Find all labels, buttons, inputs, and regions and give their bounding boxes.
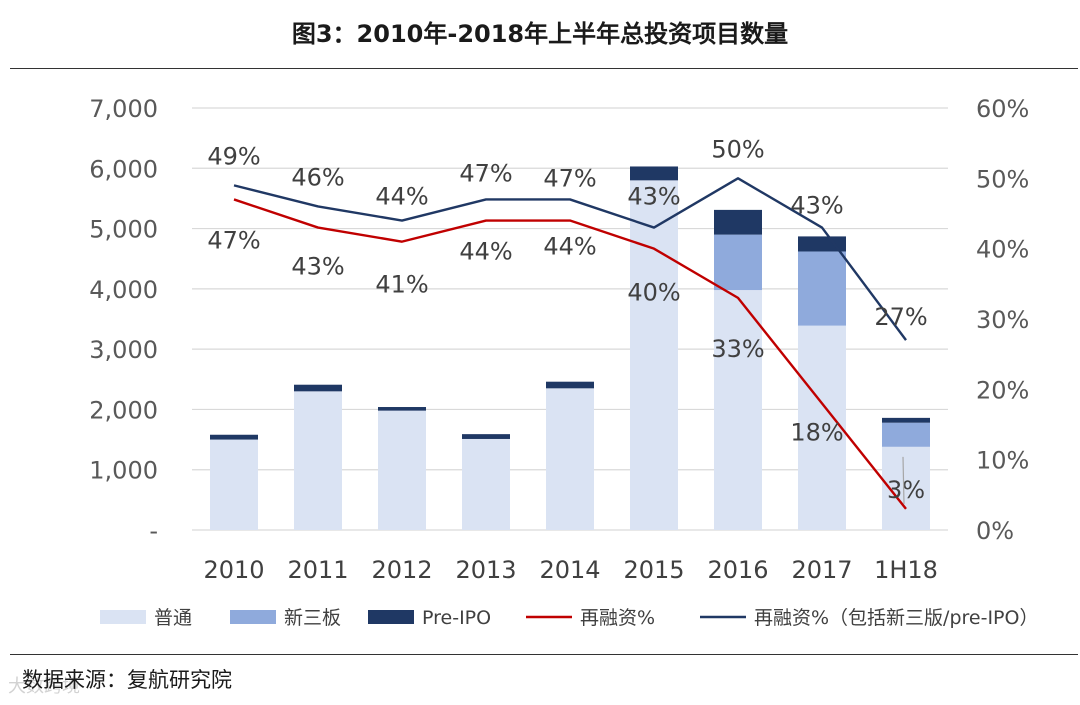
y-right-tick-label: 40% xyxy=(976,236,1029,264)
bar-segment xyxy=(714,209,762,235)
bar-segment xyxy=(378,410,426,530)
y-right-tick-label: 60% xyxy=(976,95,1029,123)
legend-label: 普通 xyxy=(154,607,192,629)
data-label: 44% xyxy=(375,183,428,211)
y-left-tick-label: 2,000 xyxy=(89,396,158,424)
legend-label: 新三板 xyxy=(284,607,341,629)
data-label: 50% xyxy=(711,135,764,163)
data-label: 40% xyxy=(627,279,680,307)
y-left-tick-label: 3,000 xyxy=(89,336,158,364)
data-label: 43% xyxy=(627,183,680,211)
bar-segment xyxy=(714,290,762,530)
bar-segment xyxy=(210,434,258,440)
data-label: 47% xyxy=(543,164,596,192)
bar-segment xyxy=(882,417,930,423)
bar-segment xyxy=(294,391,342,530)
legend-label: 再融资% xyxy=(580,607,655,629)
y-right-tick-label: 20% xyxy=(976,376,1029,404)
bar-segment xyxy=(294,384,342,392)
y-left-tick-label: 5,000 xyxy=(89,216,158,244)
bar-segment xyxy=(462,434,510,439)
x-tick-label: 2013 xyxy=(455,556,516,584)
bottom-divider xyxy=(10,654,1078,655)
y-right-tick-label: 10% xyxy=(976,447,1029,475)
y-right-tick-label: 30% xyxy=(976,306,1029,334)
bar-segment xyxy=(210,439,258,530)
data-label: 3% xyxy=(887,476,925,504)
legend-swatch xyxy=(368,610,414,624)
x-tick-label: 2016 xyxy=(707,556,768,584)
y-left-tick-label: 7,000 xyxy=(89,95,158,123)
bar-segment xyxy=(546,381,594,389)
bar-segment xyxy=(462,438,510,530)
data-label: 44% xyxy=(459,238,512,266)
data-label: 49% xyxy=(207,142,260,170)
bar-segment xyxy=(798,251,846,326)
data-label: 47% xyxy=(207,226,260,254)
leader-line xyxy=(902,456,905,504)
data-label: 46% xyxy=(291,163,344,191)
data-label: 47% xyxy=(459,159,512,187)
legend-label: 再融资%（包括新三版/pre-IPO） xyxy=(754,607,1038,629)
watermark: 大数跨境 xyxy=(8,676,80,697)
y-right-tick-label: 50% xyxy=(976,165,1029,193)
x-tick-label: 2010 xyxy=(203,556,264,584)
bar-segment xyxy=(798,325,846,530)
data-label: 43% xyxy=(291,253,344,281)
y-left-tick-label: 6,000 xyxy=(89,155,158,183)
x-tick-label: 1H18 xyxy=(874,556,938,584)
chart: - 1,000 2,000 3,000 4,000 5,000 6,000 7,000 0% 10… xyxy=(89,95,1038,629)
bar-segment xyxy=(630,180,678,531)
bar-segment xyxy=(378,407,426,411)
legend-swatch xyxy=(100,610,146,624)
bar-segment xyxy=(882,422,930,447)
source-note: 数据来源：复航研究院 xyxy=(22,668,232,692)
y-right-tick-label: 0% xyxy=(976,517,1014,545)
bar-segment xyxy=(798,236,846,252)
data-label: 27% xyxy=(874,303,927,331)
y-left-tick-label: - xyxy=(149,517,158,545)
x-tick-label: 2015 xyxy=(623,556,684,584)
x-tick-label: 2011 xyxy=(287,556,348,584)
data-label: 18% xyxy=(790,418,843,446)
legend-swatch xyxy=(230,610,276,624)
bar-segment xyxy=(630,166,678,181)
data-label: 33% xyxy=(711,335,764,363)
series-line xyxy=(233,198,907,510)
legend-label: Pre-IPO xyxy=(422,607,491,629)
data-label: 44% xyxy=(543,233,596,261)
x-tick-label: 2017 xyxy=(791,556,852,584)
bar-segment xyxy=(714,234,762,291)
x-tick-label: 2012 xyxy=(371,556,432,584)
bar-segment xyxy=(546,388,594,530)
chart-title: 图3：2010年-2018年上半年总投资项目数量 xyxy=(291,20,789,48)
data-label: 43% xyxy=(790,192,843,220)
series-line xyxy=(233,177,907,341)
y-left-tick-label: 1,000 xyxy=(89,457,158,485)
top-divider xyxy=(10,68,1078,69)
x-tick-label: 2014 xyxy=(539,556,600,584)
y-left-tick-label: 4,000 xyxy=(89,276,158,304)
data-label: 41% xyxy=(375,271,428,299)
